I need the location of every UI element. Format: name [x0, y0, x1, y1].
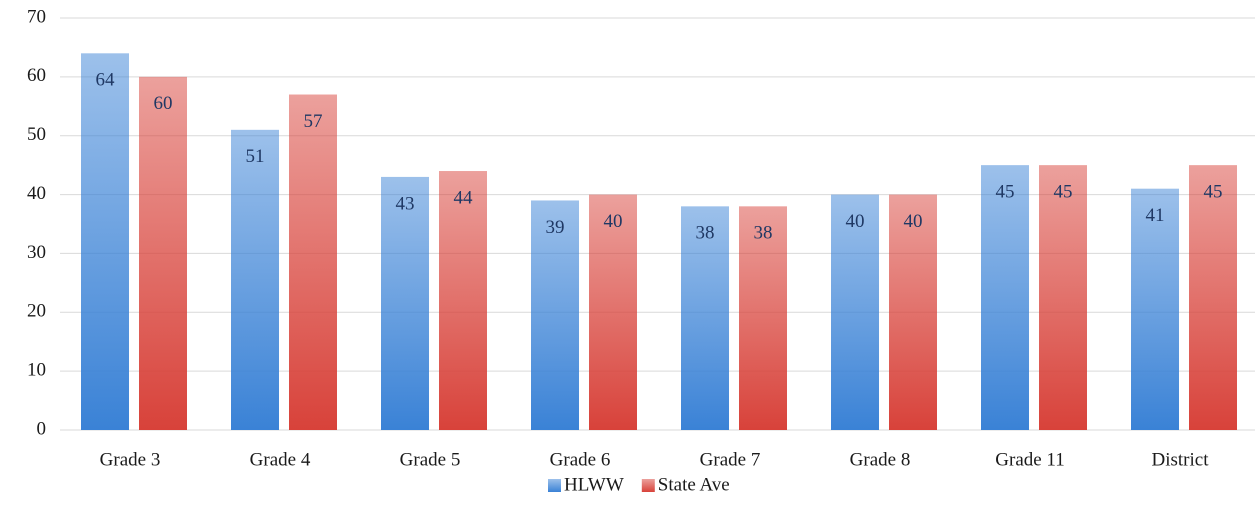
y-tick-label: 50	[27, 124, 46, 145]
data-label: 38	[754, 223, 773, 244]
legend-swatch	[641, 479, 655, 492]
bar	[681, 206, 729, 430]
x-tick-label: Grade 11	[995, 449, 1064, 470]
data-label: 45	[1204, 182, 1223, 203]
y-tick-label: 70	[27, 6, 46, 27]
bar	[81, 53, 129, 431]
data-label: 41	[1146, 205, 1165, 226]
data-label: 40	[904, 211, 923, 232]
y-tick-label: 20	[27, 301, 46, 322]
data-label: 43	[396, 193, 415, 214]
x-tick-label: Grade 4	[250, 449, 311, 470]
data-label: 38	[696, 223, 715, 244]
data-label: 60	[154, 93, 173, 114]
y-tick-label: 60	[27, 65, 46, 86]
bar	[1131, 188, 1179, 430]
x-tick-label: District	[1152, 449, 1210, 470]
x-tick-label: Grade 3	[100, 449, 161, 470]
x-tick-label: Grade 5	[400, 449, 461, 470]
data-label: 45	[996, 182, 1015, 203]
legend-swatch	[548, 479, 561, 492]
bar	[1039, 165, 1087, 430]
y-tick-label: 0	[37, 418, 47, 439]
data-label: 39	[546, 217, 565, 238]
bar	[981, 165, 1029, 430]
bar	[139, 76, 187, 430]
data-label: 51	[246, 146, 265, 167]
data-label: 40	[604, 211, 623, 232]
data-label: 44	[454, 187, 474, 208]
data-label: 40	[846, 211, 865, 232]
bar	[439, 171, 487, 430]
legend-label: State Ave	[658, 474, 730, 495]
legend-label: HLWW	[564, 474, 624, 495]
data-label: 45	[1054, 182, 1073, 203]
x-tick-label: Grade 6	[550, 449, 611, 470]
bar	[1189, 165, 1237, 430]
bar	[739, 206, 787, 430]
bar	[589, 194, 637, 430]
data-label: 64	[96, 70, 116, 91]
bar	[831, 194, 879, 430]
bar	[289, 94, 337, 430]
x-tick-label: Grade 7	[700, 449, 761, 470]
data-label: 57	[304, 111, 323, 132]
y-tick-label: 10	[27, 360, 46, 381]
bar	[381, 176, 429, 430]
bar	[889, 194, 937, 430]
y-tick-label: 40	[27, 183, 46, 204]
bar	[231, 129, 279, 431]
x-tick-label: Grade 8	[850, 449, 911, 470]
bar	[531, 200, 579, 430]
y-tick-label: 30	[27, 242, 46, 263]
